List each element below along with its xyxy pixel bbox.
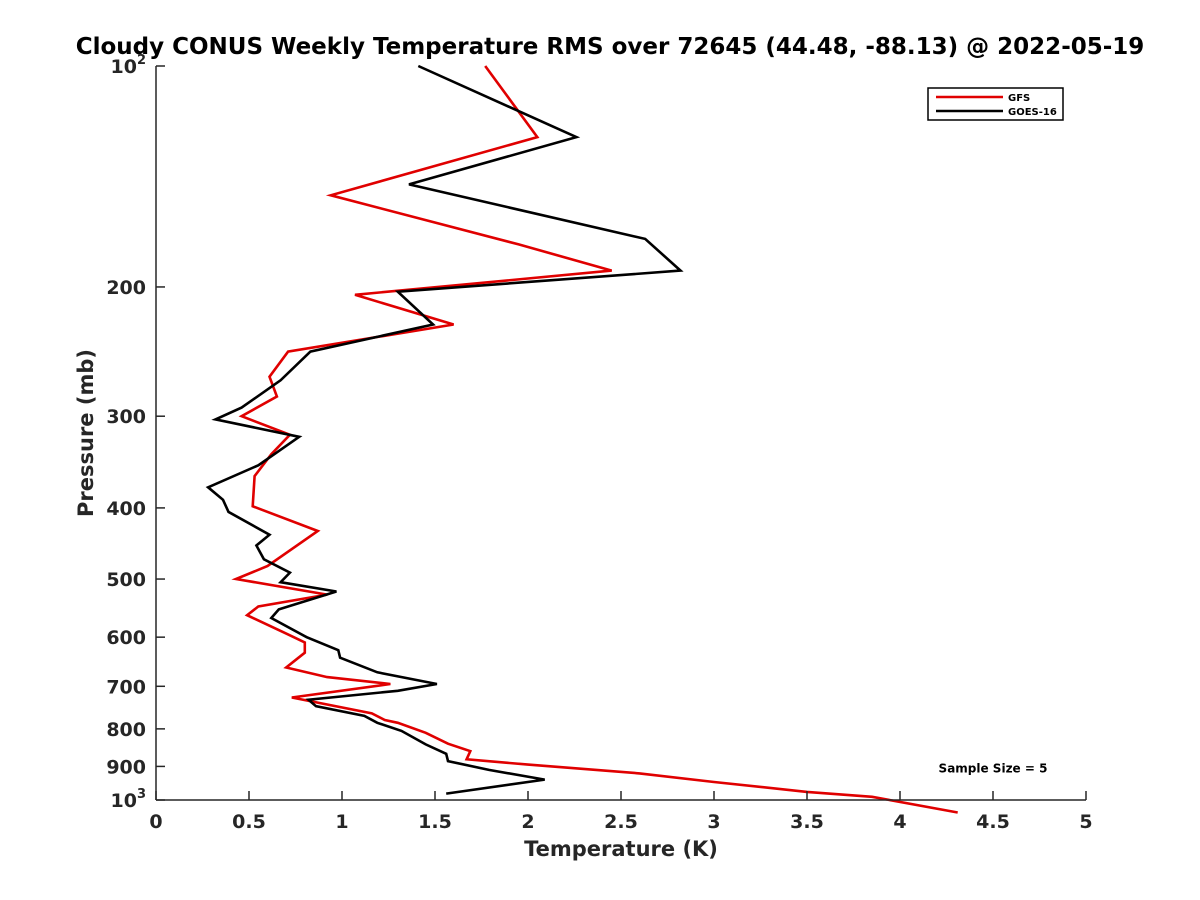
x-tick-label: 3 (707, 811, 720, 833)
y-tick-label: 400 (106, 498, 146, 520)
x-tick-label: 4.5 (976, 811, 1010, 833)
x-tick-label: 3.5 (790, 811, 824, 833)
y-tick-label: 900 (106, 756, 146, 778)
legend-label-goes-16: GOES-16 (1008, 107, 1057, 118)
x-tick-label: 1 (335, 811, 348, 833)
x-ticks: 0 0.5 1 1.5 2 2.5 3 3.5 4 4.5 5 (149, 791, 1093, 833)
y-tick-label: 600 (106, 627, 146, 649)
series-line-gfs (231, 65, 958, 814)
legend: GFS GOES-16 (927, 87, 1064, 121)
y-tick-label: 700 (106, 676, 146, 698)
legend-label-gfs: GFS (1008, 93, 1030, 104)
x-tick-label: 1.5 (418, 811, 452, 833)
x-tick-label: 4 (893, 811, 906, 833)
x-axis-label: Temperature (K) (524, 837, 718, 861)
y-tick-label: 500 (106, 569, 146, 591)
x-tick-label: 0.5 (232, 811, 266, 833)
series-layer (205, 64, 958, 814)
x-tick-label: 0 (149, 811, 162, 833)
y-tick-label: 300 (106, 406, 146, 428)
sample-size-annotation: Sample Size = 5 (939, 761, 1048, 775)
plot-area: 0 0.5 1 1.5 2 2.5 3 3.5 4 4.5 5 102 200 300 400 500 600… (106, 53, 1092, 833)
y-ticks: 102 200 300 400 500 600 700 800 900 103 (106, 53, 165, 812)
y-tick-label: 800 (106, 719, 146, 741)
y-axis-label: Pressure (mb) (74, 349, 98, 517)
x-tick-label: 2 (521, 811, 534, 833)
series-line-goes-16 (205, 64, 684, 795)
axes-layer (155, 66, 1086, 801)
y-tick-label: 102 (111, 53, 147, 78)
x-tick-label: 2.5 (604, 811, 638, 833)
legend-box (927, 87, 1064, 121)
y-tick-label: 103 (111, 787, 147, 812)
y-tick-label: 200 (106, 277, 146, 299)
x-tick-label: 5 (1079, 811, 1092, 833)
chart-title: Cloudy CONUS Weekly Temperature RMS over… (76, 34, 1145, 60)
